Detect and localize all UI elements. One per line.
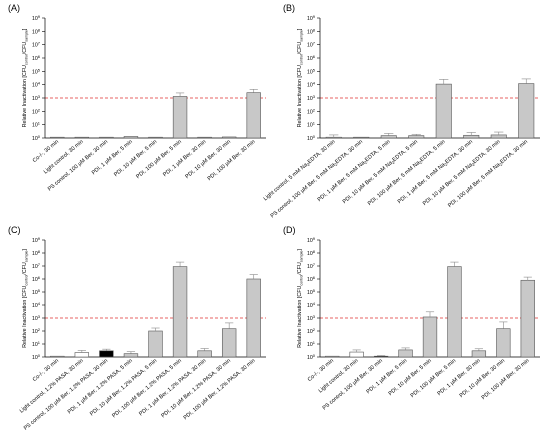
y-tick-label: 106 [307,275,316,283]
y-tick-label: 104 [307,301,316,309]
bar [490,134,507,139]
bar [518,83,535,139]
y-axis-label: Relative Inactivation [CFUcontrol/CFUsam… [297,249,303,348]
x-tick-label: PDI, 100 µM Ber, 30 min [481,358,531,401]
bar [325,355,340,358]
y-axis-label: Relative Inactivation [CFUcontrol/CFUsam… [297,28,303,127]
y-tick-label: 101 [32,121,41,129]
panel-label: (B) [283,3,295,13]
y-tick-label: 100 [32,134,41,142]
x-tick-label: PDI, 10 µM Ber, 5 min [113,139,158,178]
bar [172,96,188,139]
bar [373,355,389,358]
y-axis-label: Relative Inactivation [CFUcontrol/CFUsam… [22,28,28,127]
x-tick-label: PDI, 10 µM Ber, 30 min [459,358,506,399]
x-tick-label: PDI, 1 µM Ber, 30 min [437,358,482,397]
bar [398,349,413,358]
bar [463,134,480,139]
chart-panel-1: (A) 100 101 102 103 104 105 106 107 108 109 Relativ… [8,3,266,193]
y-tick-label: 101 [307,121,316,129]
bar [447,266,462,358]
x-tick-label: PDI, 100 µM Ber, 30 min [207,139,257,182]
bar [197,136,212,139]
y-tick-label: 108 [307,27,316,35]
y-tick-label: 102 [307,107,316,115]
y-tick-label: 105 [32,288,41,296]
bar [74,352,90,358]
bar [325,136,342,139]
chart-panel-3: (C) 100 101 102 103 104 105 106 107 108 109 Relativ… [8,225,266,432]
y-tick-label: 109 [307,14,316,22]
bar [246,278,261,358]
y-tick-label: 104 [32,81,41,89]
bar [99,136,114,139]
y-axis-label: Relative Inactivation [CFUcontrol/CFUsam… [22,249,28,348]
y-tick-label: 105 [307,288,316,296]
x-tick-label: PDI, 10 µM Ber, 5 min [388,358,433,397]
bar [172,266,188,358]
y-tick-label: 105 [307,67,316,75]
y-tick-label: 103 [32,314,41,322]
y-tick-label: 104 [307,81,316,89]
bar [422,316,438,358]
panel-label: (D) [283,225,296,235]
y-tick-label: 109 [32,236,41,244]
chart-panel-4: (D) 100 101 102 103 104 105 106 107 108 109 Relativ… [283,225,540,412]
bar [471,350,487,358]
y-tick-label: 105 [32,67,41,75]
bar [435,83,452,139]
bar [246,92,261,139]
bar [50,355,65,358]
y-tick-label: 100 [32,353,41,361]
x-tick-label: PDI, 100 µM Ber, 5 min [135,139,182,180]
y-tick-label: 103 [307,94,316,102]
bar [148,330,163,358]
y-tick-label: 102 [32,107,41,115]
y-tick-label: 102 [32,327,41,335]
bar [408,135,425,139]
y-tick-label: 109 [307,236,316,244]
y-tick-label: 106 [32,275,41,283]
x-tick-label: PDI, 100 µM Ber, 5 min [410,358,457,399]
y-tick-label: 108 [32,27,41,35]
y-tick-label: 103 [32,94,41,102]
bar [99,350,114,358]
y-tick-label: 107 [32,41,41,49]
y-tick-label: 100 [307,353,316,361]
bar [496,328,511,358]
y-tick-label: 109 [32,14,41,22]
bar [353,136,370,139]
bar [123,136,139,139]
bar [349,351,364,358]
bar [74,136,90,139]
bar [197,350,212,358]
chart-panel-2: (B) 100 101 102 103 104 105 106 107 108 109 Relativ… [263,3,540,219]
bar [520,279,535,358]
y-tick-label: 107 [307,262,316,270]
bar [148,136,163,139]
bar [221,136,237,139]
bar [380,135,397,139]
y-tick-label: 108 [307,249,316,257]
y-tick-label: 108 [32,249,41,257]
y-tick-label: 100 [307,134,316,142]
y-tick-label: 107 [32,262,41,270]
y-tick-label: 102 [307,327,316,335]
x-tick-label: PDI, 1 µM Ber, 30 min [162,139,207,178]
x-tick-label: PDI, 10 µM Ber, 30 min [184,139,231,180]
bar [221,328,237,358]
bar [50,136,65,139]
y-tick-label: 106 [307,54,316,62]
y-tick-label: 104 [32,301,41,309]
bar [123,353,139,358]
panel-label: (C) [8,225,21,235]
panel-label: (A) [8,3,20,13]
y-tick-label: 103 [307,314,316,322]
y-tick-label: 106 [32,54,41,62]
y-tick-label: 101 [307,340,316,348]
y-tick-label: 101 [32,340,41,348]
y-tick-label: 107 [307,41,316,49]
